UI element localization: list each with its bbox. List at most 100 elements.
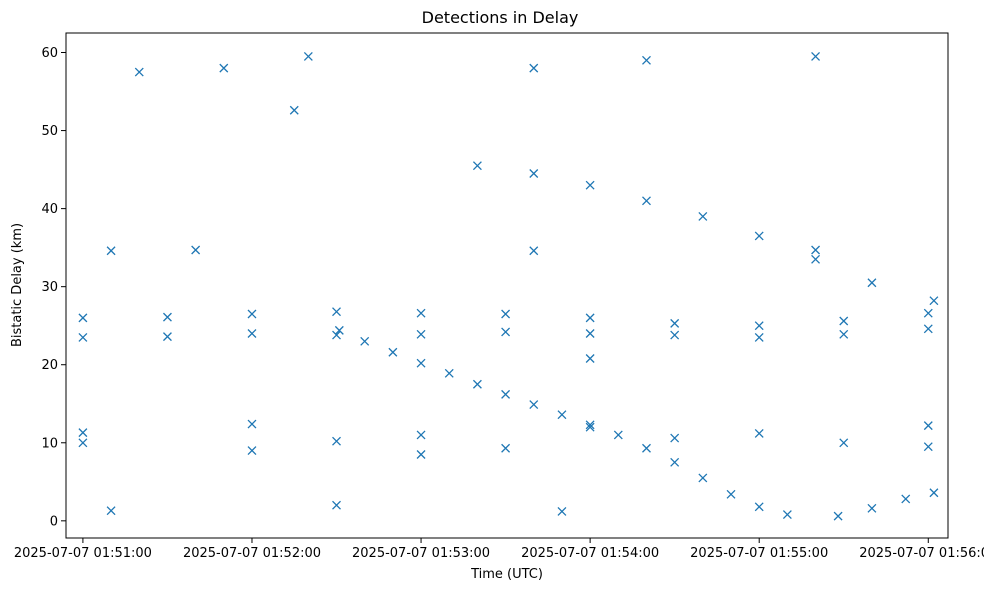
data-point-marker [923,324,933,334]
data-point-marker [867,278,877,288]
data-point-marker [585,420,595,430]
data-point-marker [332,500,341,510]
data-point-marker [642,55,651,65]
x-tick-label: 2025-07-07 01:51:00 [14,546,152,561]
data-point-marker [416,358,426,368]
y-tick-label: 60 [41,46,58,61]
data-point-marker [782,510,792,520]
y-tick-label: 50 [41,124,58,139]
data-point-marker [134,67,144,77]
data-point-marker [754,502,764,512]
data-point-marker [501,389,511,399]
y-tick-label: 40 [41,202,58,217]
data-point-marker [416,450,426,459]
data-point-marker [839,329,849,339]
data-point-marker [557,410,567,420]
data-point-marker [585,422,595,432]
data-point-marker [529,400,539,409]
x-tick-label: 2025-07-07 01:54:00 [521,546,659,561]
data-point-marker [444,368,454,378]
data-point-marker [472,161,482,171]
x-tick-label: 2025-07-07 01:55:00 [690,546,828,561]
data-point-marker [557,507,567,516]
data-point-marker [388,347,398,357]
data-point-marker [501,443,511,453]
data-point-marker [162,312,172,322]
data-point-marker [303,51,313,61]
x-tick-label: 2025-07-07 01:53:00 [352,546,490,561]
data-point-marker [698,211,708,221]
data-point-marker [78,332,88,342]
data-point-marker [247,446,257,456]
data-point-marker [529,246,539,256]
data-point-marker [839,438,849,448]
data-point-marker [642,443,651,453]
data-point-marker [839,316,849,326]
data-point-marker [754,321,764,331]
data-point-marker [289,105,299,115]
data-point-marker [811,51,821,61]
chart-title: Detections in Delay [422,8,579,27]
data-point-marker [78,313,88,323]
data-point-marker [334,325,344,335]
data-point-marker [811,245,821,255]
data-point-marker [219,63,229,73]
data-point-marker [670,433,680,443]
data-point-marker [106,246,116,256]
data-point-marker [833,511,843,521]
data-point-marker [332,330,341,340]
data-point-marker [754,428,764,438]
data-point-marker [332,307,341,317]
data-point-marker [416,329,426,339]
x-axis-title: Time (UTC) [470,567,543,582]
y-tick-label: 20 [41,358,58,373]
data-point-marker [78,428,88,438]
data-point-marker [670,330,680,340]
y-tick-label: 0 [50,514,58,529]
data-point-marker [529,169,539,178]
data-point-marker [191,245,201,255]
data-point-marker [247,419,257,429]
data-point-marker [106,506,116,516]
data-point-marker [416,308,426,318]
data-point-marker [929,296,939,306]
data-point-marker [923,308,933,318]
data-point-marker [247,329,257,338]
y-ticks: 0 10 20 30 40 50 60 [41,46,66,529]
data-point-marker [923,421,933,431]
data-point-marker [472,379,482,389]
data-point-marker [360,336,370,346]
data-points [78,51,939,521]
data-point-marker [162,332,172,342]
data-point-marker [501,309,511,319]
data-point-marker [247,309,257,319]
data-point-marker [811,254,821,264]
data-point-marker [670,457,680,467]
data-point-marker [501,327,511,337]
data-point-marker [585,329,595,338]
y-axis-title: Bistatic Delay (km) [10,223,25,347]
data-point-marker [698,473,708,483]
y-tick-label: 10 [41,436,58,451]
plot-area-frame [65,32,949,539]
data-point-marker [416,430,426,440]
data-point-marker [923,442,933,452]
data-point-marker [929,488,939,498]
data-point-marker [670,318,680,328]
data-point-marker [754,231,764,241]
data-point-marker [585,313,595,323]
data-point-marker [613,430,623,440]
data-point-marker [754,332,764,342]
data-point-marker [332,436,341,446]
y-tick-label: 30 [41,280,58,295]
data-point-marker [78,438,88,448]
x-tick-label: 2025-07-07 01:52:00 [183,546,321,561]
data-point-marker [726,489,736,499]
data-point-marker [529,63,539,73]
data-point-marker [867,503,877,513]
data-point-marker [901,494,911,504]
x-tick-label: 2025-07-07 01:56:00 [859,546,984,561]
data-point-marker [585,354,595,363]
data-point-marker [642,196,651,206]
